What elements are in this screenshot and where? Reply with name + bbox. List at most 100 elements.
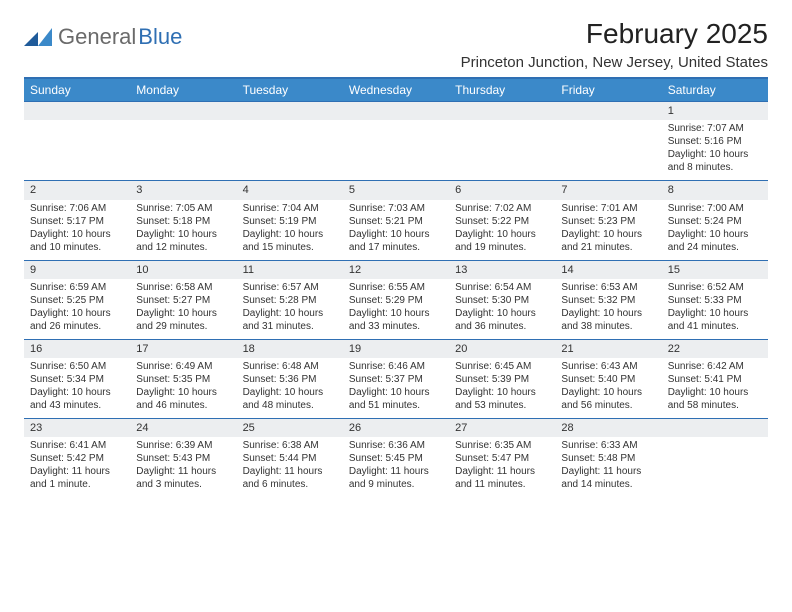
day-sunset: Sunset: 5:33 PM bbox=[668, 294, 762, 307]
day-number: 11 bbox=[237, 261, 343, 279]
day-d1: Daylight: 10 hours bbox=[30, 228, 124, 241]
day-d2: and 46 minutes. bbox=[136, 399, 230, 412]
day-cell: 9Sunrise: 6:59 AMSunset: 5:25 PMDaylight… bbox=[24, 261, 130, 339]
day-number: 14 bbox=[555, 261, 661, 279]
day-d1: Daylight: 10 hours bbox=[668, 148, 762, 161]
day-sunrise: Sunrise: 6:49 AM bbox=[136, 360, 230, 373]
day-cell bbox=[449, 102, 555, 180]
day-sunrise: Sunrise: 7:03 AM bbox=[349, 202, 443, 215]
weeks-container: 1Sunrise: 7:07 AMSunset: 5:16 PMDaylight… bbox=[24, 101, 768, 497]
day-d1: Daylight: 10 hours bbox=[136, 307, 230, 320]
day-number: 5 bbox=[343, 181, 449, 199]
week-row: 16Sunrise: 6:50 AMSunset: 5:34 PMDayligh… bbox=[24, 339, 768, 418]
day-body: Sunrise: 6:35 AMSunset: 5:47 PMDaylight:… bbox=[449, 437, 555, 497]
logo-mark-icon bbox=[24, 28, 52, 46]
day-sunrise: Sunrise: 6:46 AM bbox=[349, 360, 443, 373]
day-sunset: Sunset: 5:45 PM bbox=[349, 452, 443, 465]
day-cell bbox=[130, 102, 236, 180]
day-sunrise: Sunrise: 6:45 AM bbox=[455, 360, 549, 373]
day-sunrise: Sunrise: 6:53 AM bbox=[561, 281, 655, 294]
day-body: Sunrise: 7:03 AMSunset: 5:21 PMDaylight:… bbox=[343, 200, 449, 260]
day-number bbox=[237, 102, 343, 120]
day-body: Sunrise: 7:07 AMSunset: 5:16 PMDaylight:… bbox=[662, 120, 768, 180]
day-number: 23 bbox=[24, 419, 130, 437]
day-sunrise: Sunrise: 7:01 AM bbox=[561, 202, 655, 215]
day-body: Sunrise: 6:41 AMSunset: 5:42 PMDaylight:… bbox=[24, 437, 130, 497]
day-sunrise: Sunrise: 7:02 AM bbox=[455, 202, 549, 215]
day-cell: 23Sunrise: 6:41 AMSunset: 5:42 PMDayligh… bbox=[24, 419, 130, 497]
day-sunset: Sunset: 5:18 PM bbox=[136, 215, 230, 228]
day-d1: Daylight: 10 hours bbox=[455, 307, 549, 320]
day-sunrise: Sunrise: 6:54 AM bbox=[455, 281, 549, 294]
day-d1: Daylight: 10 hours bbox=[349, 307, 443, 320]
day-cell: 5Sunrise: 7:03 AMSunset: 5:21 PMDaylight… bbox=[343, 181, 449, 259]
day-sunrise: Sunrise: 6:57 AM bbox=[243, 281, 337, 294]
day-number: 1 bbox=[662, 102, 768, 120]
day-sunrise: Sunrise: 6:39 AM bbox=[136, 439, 230, 452]
day-d1: Daylight: 10 hours bbox=[561, 386, 655, 399]
day-sunset: Sunset: 5:34 PM bbox=[30, 373, 124, 386]
day-d1: Daylight: 10 hours bbox=[136, 386, 230, 399]
day-number bbox=[555, 102, 661, 120]
day-sunset: Sunset: 5:36 PM bbox=[243, 373, 337, 386]
day-body: Sunrise: 6:55 AMSunset: 5:29 PMDaylight:… bbox=[343, 279, 449, 339]
weekday-monday: Monday bbox=[130, 79, 236, 101]
day-cell: 20Sunrise: 6:45 AMSunset: 5:39 PMDayligh… bbox=[449, 340, 555, 418]
day-sunset: Sunset: 5:27 PM bbox=[136, 294, 230, 307]
logo-text-blue: Blue bbox=[138, 24, 182, 50]
day-d2: and 12 minutes. bbox=[136, 241, 230, 254]
day-d1: Daylight: 10 hours bbox=[243, 228, 337, 241]
day-sunset: Sunset: 5:16 PM bbox=[668, 135, 762, 148]
day-d1: Daylight: 10 hours bbox=[136, 228, 230, 241]
day-body: Sunrise: 6:43 AMSunset: 5:40 PMDaylight:… bbox=[555, 358, 661, 418]
day-d2: and 58 minutes. bbox=[668, 399, 762, 412]
day-d1: Daylight: 10 hours bbox=[243, 307, 337, 320]
day-body: Sunrise: 6:38 AMSunset: 5:44 PMDaylight:… bbox=[237, 437, 343, 497]
day-cell: 24Sunrise: 6:39 AMSunset: 5:43 PMDayligh… bbox=[130, 419, 236, 497]
calendar-grid: Sunday Monday Tuesday Wednesday Thursday… bbox=[24, 79, 768, 497]
day-number: 26 bbox=[343, 419, 449, 437]
day-d2: and 1 minute. bbox=[30, 478, 124, 491]
day-number bbox=[130, 102, 236, 120]
day-d1: Daylight: 10 hours bbox=[668, 228, 762, 241]
day-sunset: Sunset: 5:23 PM bbox=[561, 215, 655, 228]
day-sunrise: Sunrise: 6:52 AM bbox=[668, 281, 762, 294]
day-number: 10 bbox=[130, 261, 236, 279]
day-body: Sunrise: 6:36 AMSunset: 5:45 PMDaylight:… bbox=[343, 437, 449, 497]
day-body bbox=[237, 120, 343, 180]
day-cell bbox=[343, 102, 449, 180]
day-sunset: Sunset: 5:32 PM bbox=[561, 294, 655, 307]
day-d1: Daylight: 10 hours bbox=[455, 386, 549, 399]
day-number: 22 bbox=[662, 340, 768, 358]
day-sunset: Sunset: 5:28 PM bbox=[243, 294, 337, 307]
day-sunset: Sunset: 5:21 PM bbox=[349, 215, 443, 228]
weekday-thursday: Thursday bbox=[449, 79, 555, 101]
day-d2: and 24 minutes. bbox=[668, 241, 762, 254]
day-number: 16 bbox=[24, 340, 130, 358]
day-number: 19 bbox=[343, 340, 449, 358]
day-number: 17 bbox=[130, 340, 236, 358]
day-number: 8 bbox=[662, 181, 768, 199]
day-d2: and 26 minutes. bbox=[30, 320, 124, 333]
day-d1: Daylight: 10 hours bbox=[30, 386, 124, 399]
day-d2: and 51 minutes. bbox=[349, 399, 443, 412]
day-d1: Daylight: 11 hours bbox=[561, 465, 655, 478]
day-cell: 16Sunrise: 6:50 AMSunset: 5:34 PMDayligh… bbox=[24, 340, 130, 418]
day-d1: Daylight: 10 hours bbox=[349, 386, 443, 399]
day-number: 6 bbox=[449, 181, 555, 199]
weekday-friday: Friday bbox=[555, 79, 661, 101]
day-cell bbox=[24, 102, 130, 180]
day-sunset: Sunset: 5:19 PM bbox=[243, 215, 337, 228]
day-number bbox=[449, 102, 555, 120]
day-cell: 19Sunrise: 6:46 AMSunset: 5:37 PMDayligh… bbox=[343, 340, 449, 418]
day-cell bbox=[237, 102, 343, 180]
day-cell: 28Sunrise: 6:33 AMSunset: 5:48 PMDayligh… bbox=[555, 419, 661, 497]
day-number bbox=[343, 102, 449, 120]
day-body bbox=[449, 120, 555, 180]
day-sunrise: Sunrise: 6:38 AM bbox=[243, 439, 337, 452]
day-d1: Daylight: 10 hours bbox=[30, 307, 124, 320]
day-cell: 1Sunrise: 7:07 AMSunset: 5:16 PMDaylight… bbox=[662, 102, 768, 180]
day-d2: and 36 minutes. bbox=[455, 320, 549, 333]
day-d2: and 56 minutes. bbox=[561, 399, 655, 412]
day-d1: Daylight: 10 hours bbox=[349, 228, 443, 241]
